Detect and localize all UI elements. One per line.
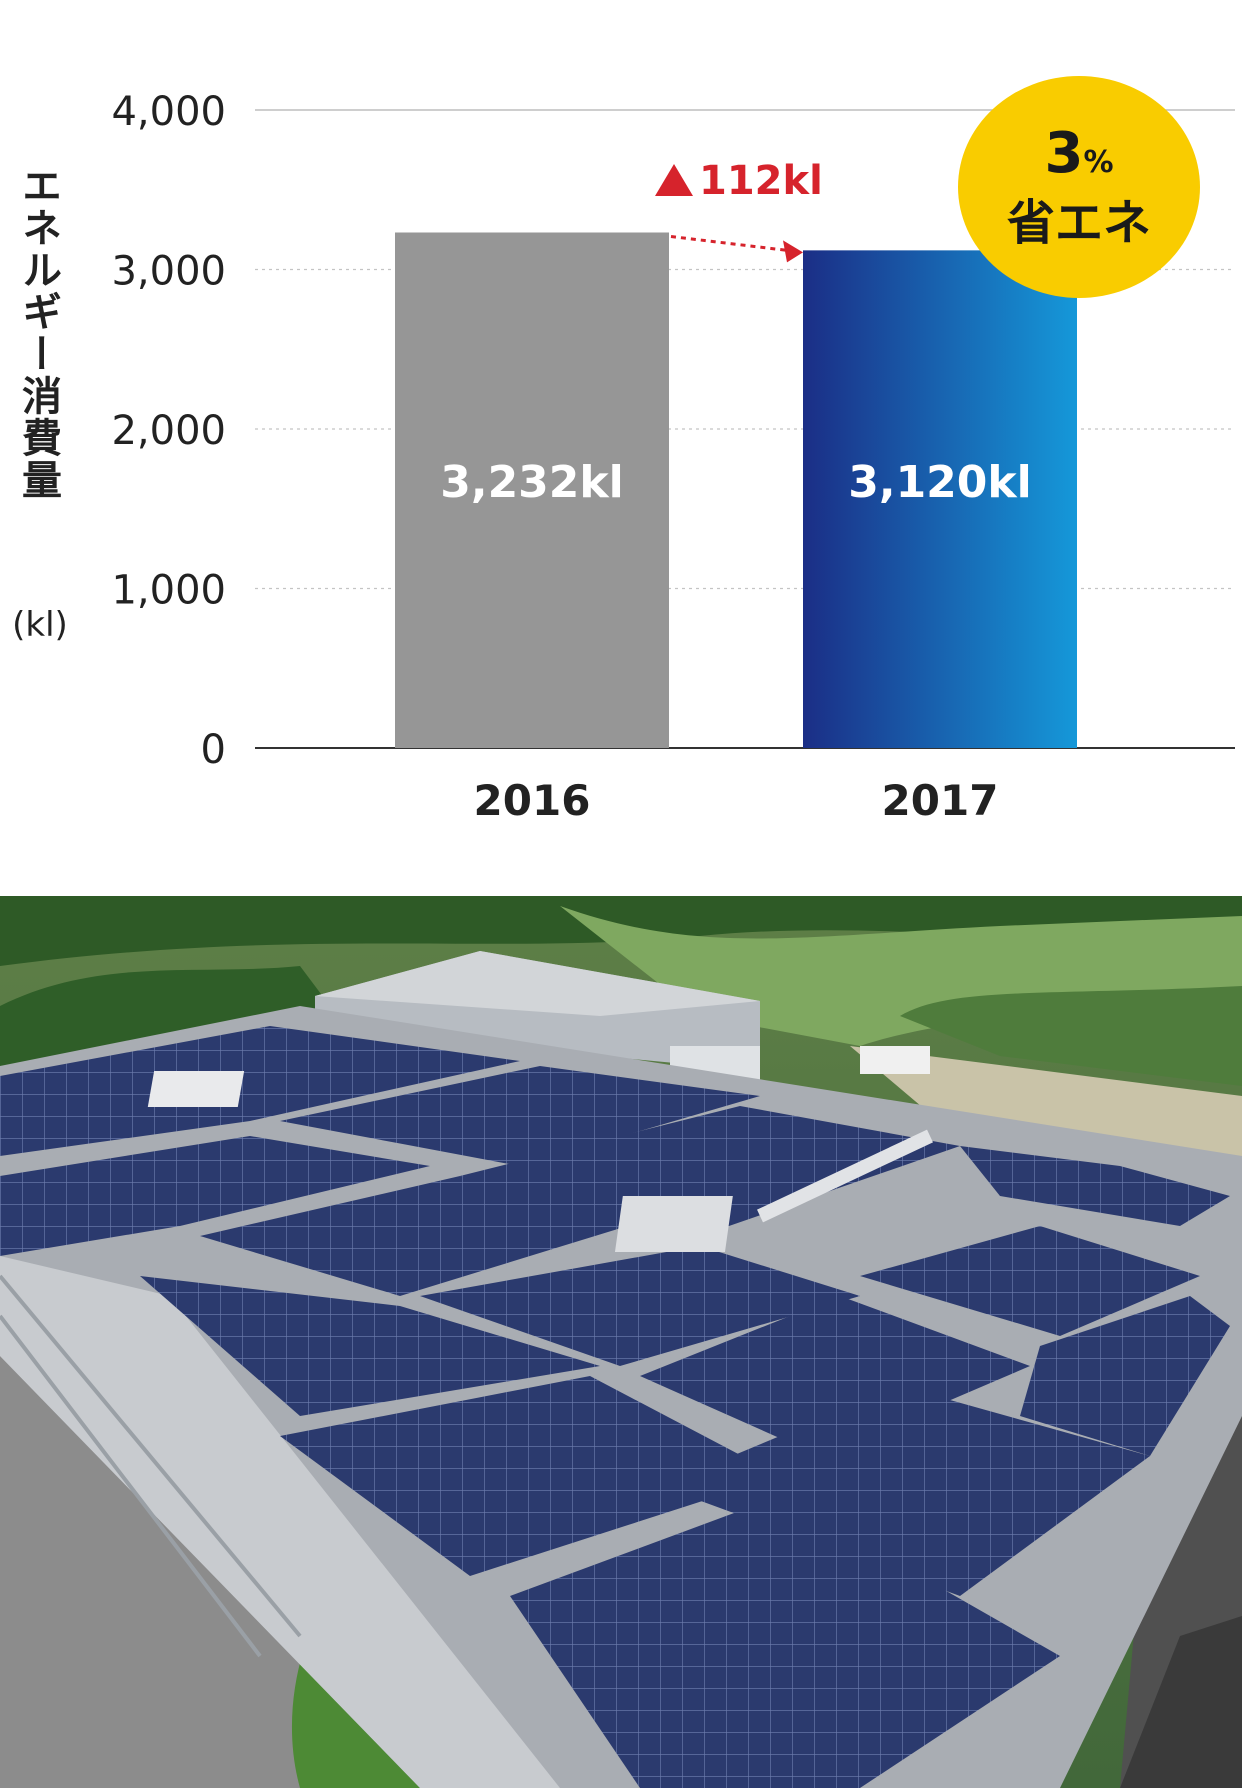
- bars: 3,232kl 3,120kl: [395, 232, 1077, 749]
- solar-roof-illustration: [0, 896, 1242, 1788]
- y-tick-label: 0: [201, 727, 226, 773]
- category-label: 2016: [474, 776, 591, 825]
- y-axis-label: エネルギー消費量: [15, 165, 61, 501]
- reduction-label: 112kl: [655, 158, 823, 204]
- y-tick-label: 4,000: [111, 89, 226, 135]
- y-tick-label: 1,000: [111, 568, 226, 614]
- reduction-value: 112kl: [699, 158, 823, 204]
- solar-roof-aerial-photo: [0, 896, 1242, 1788]
- y-axis-unit: (kl): [12, 605, 68, 645]
- y-tick-label: 2,000: [111, 408, 226, 454]
- savings-unit: %: [1083, 144, 1114, 180]
- bar-value-label: 3,120kl: [848, 457, 1032, 508]
- y-tick-label: 3,000: [111, 249, 226, 295]
- bar-2017: [803, 250, 1077, 749]
- category-label: 2017: [882, 776, 999, 825]
- bar-2016: [395, 232, 669, 749]
- energy-chart: 0 1,000 2,000 3,000 4,000 3,232kl 3,120kl 201…: [0, 0, 1242, 880]
- reduction-arrow: [670, 235, 803, 263]
- savings-badge: 3% 省エネ: [958, 76, 1200, 298]
- bar-value-label: 3,232kl: [440, 457, 624, 508]
- savings-percent: 3%: [1044, 120, 1114, 193]
- savings-text: 省エネ: [1006, 194, 1151, 251]
- savings-value: 3: [1044, 120, 1084, 186]
- reduction-arrow-line: [670, 235, 788, 252]
- up-triangle-icon: [655, 164, 693, 196]
- chart-svg: 0 1,000 2,000 3,000 4,000 3,232kl 3,120kl 201…: [111, 89, 1235, 825]
- category-labels: 2016 2017: [474, 776, 999, 825]
- y-tick-labels: 0 1,000 2,000 3,000 4,000: [111, 89, 226, 773]
- arrow-head-icon: [783, 240, 803, 263]
